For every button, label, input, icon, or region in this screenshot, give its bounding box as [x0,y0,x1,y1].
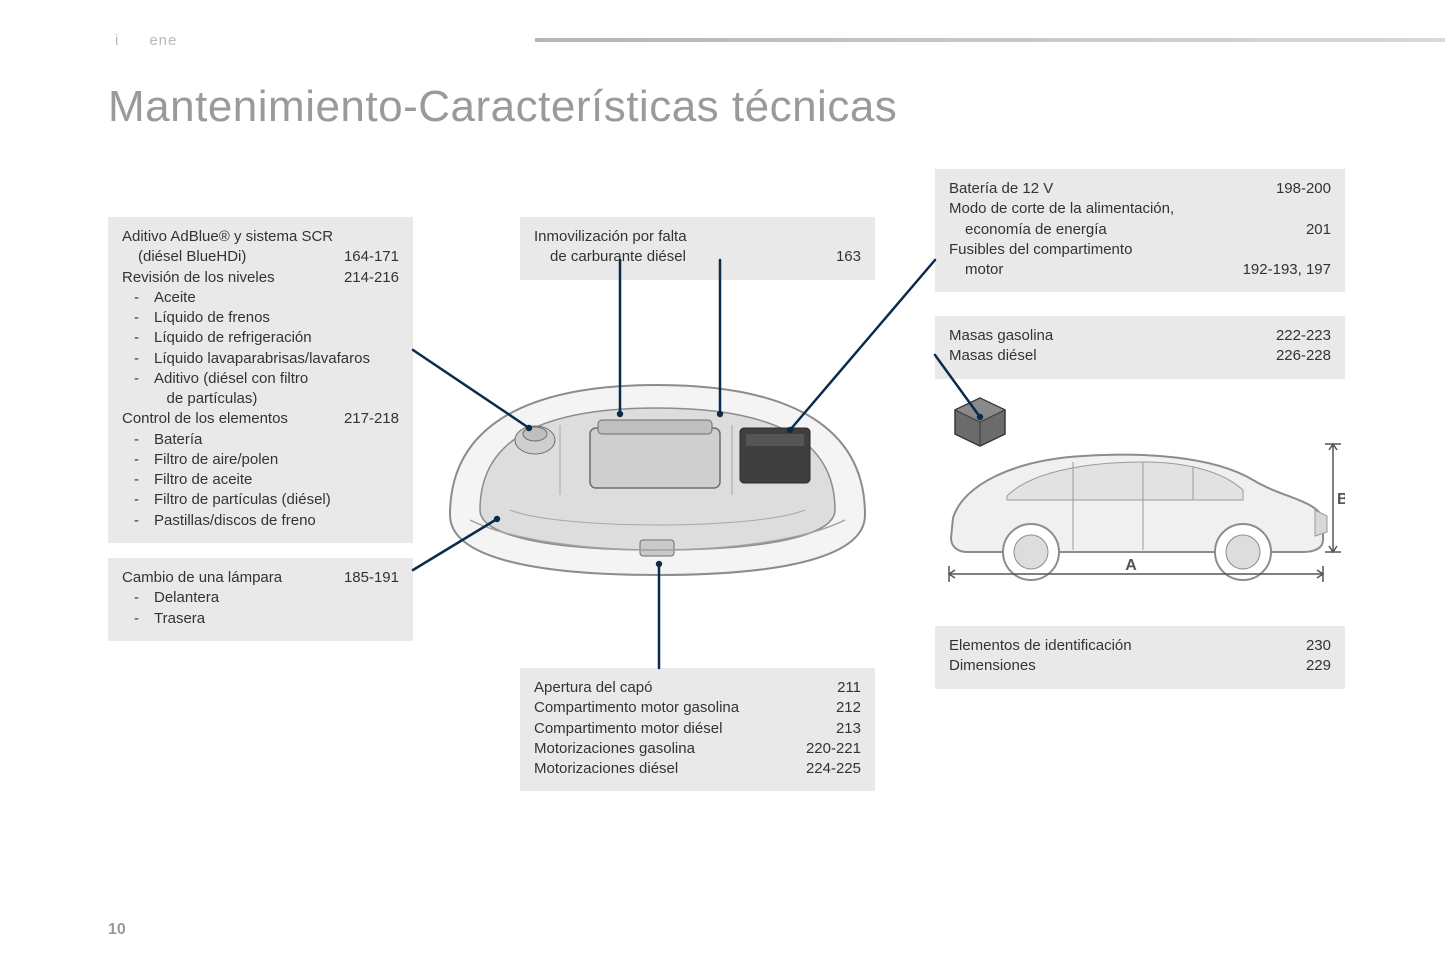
leader-lines [0,0,1445,963]
page-number: 10 [108,921,126,939]
manual-page: iene Mantenimiento-Características técni… [0,0,1445,963]
